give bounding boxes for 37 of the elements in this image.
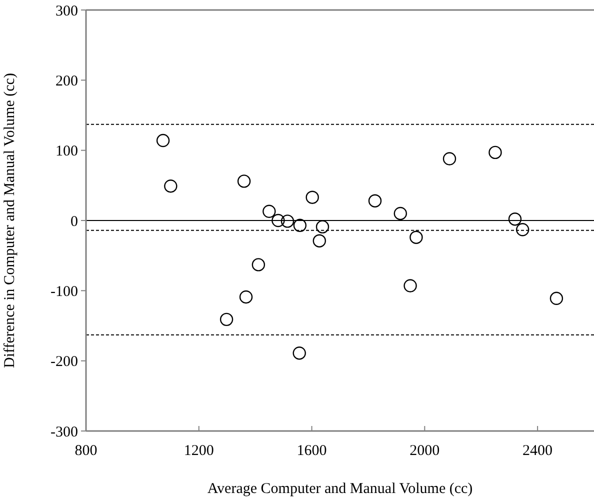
point bbox=[293, 218, 307, 232]
y-tick-label: -300 bbox=[50, 424, 78, 440]
point bbox=[394, 206, 407, 220]
point bbox=[306, 190, 319, 204]
point bbox=[368, 194, 382, 208]
point bbox=[262, 204, 276, 218]
x-tick-label: 2400 bbox=[522, 443, 553, 459]
y-tick-label: -100 bbox=[50, 284, 78, 300]
point bbox=[508, 212, 522, 226]
point bbox=[316, 220, 330, 234]
x-tick-label: 1600 bbox=[296, 443, 327, 459]
point bbox=[252, 258, 266, 272]
point bbox=[220, 312, 234, 326]
point bbox=[404, 279, 417, 292]
point bbox=[156, 134, 170, 148]
point bbox=[272, 214, 285, 228]
y-tick-label: 200 bbox=[56, 73, 78, 90]
y-tick-label: -200 bbox=[50, 354, 78, 370]
point bbox=[164, 180, 178, 193]
point bbox=[488, 146, 502, 160]
point bbox=[292, 346, 306, 360]
point bbox=[312, 234, 326, 248]
y-axis-title: Difference in Computer and Manual Volume (cc) bbox=[2, 73, 18, 368]
point bbox=[239, 290, 253, 304]
x-tick-label: 1200 bbox=[184, 443, 214, 459]
point bbox=[237, 174, 251, 188]
y-tick-label: 100 bbox=[56, 144, 78, 160]
x-tick-label: 800 bbox=[74, 443, 98, 459]
y-tick-label: 300 bbox=[56, 3, 78, 20]
y-tick-label: 0 bbox=[70, 214, 78, 230]
x-tick-label: 2000 bbox=[410, 443, 440, 459]
point bbox=[516, 223, 530, 236]
point bbox=[280, 214, 294, 228]
point bbox=[442, 152, 456, 166]
x-axis-title: Average Computer and Manual Volume (cc) bbox=[207, 481, 473, 497]
point bbox=[410, 230, 423, 244]
point bbox=[550, 292, 564, 305]
